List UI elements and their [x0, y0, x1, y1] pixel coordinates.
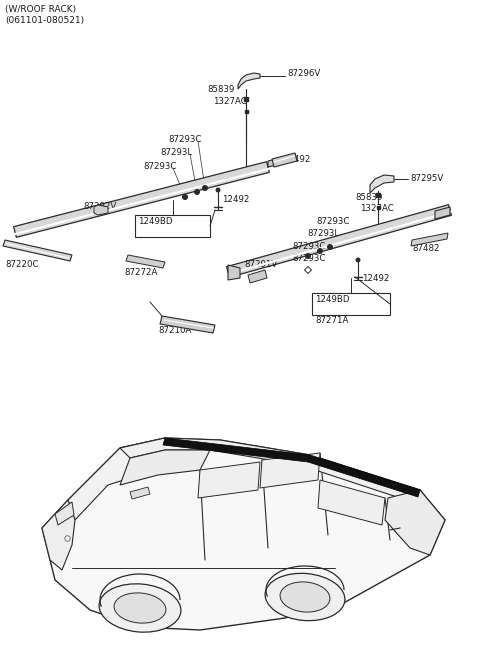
Bar [244, 110, 248, 112]
Text: 1327AC: 1327AC [213, 97, 247, 106]
Polygon shape [13, 161, 269, 237]
Text: 87291V: 87291V [244, 260, 277, 269]
Polygon shape [411, 233, 448, 246]
Polygon shape [55, 502, 74, 525]
Bar [244, 97, 248, 101]
Polygon shape [435, 207, 450, 219]
Ellipse shape [114, 593, 166, 623]
Text: 87293C: 87293C [292, 254, 325, 263]
Polygon shape [3, 240, 72, 261]
Text: (W/ROOF RACK): (W/ROOF RACK) [5, 5, 76, 14]
Text: 87296V: 87296V [287, 69, 320, 78]
Polygon shape [268, 158, 280, 167]
Circle shape [327, 245, 333, 249]
Text: (061101-080521): (061101-080521) [5, 16, 84, 25]
Circle shape [216, 188, 220, 192]
Bar [376, 205, 380, 209]
Bar [135, 215, 210, 237]
Polygon shape [370, 175, 394, 193]
Circle shape [356, 258, 360, 262]
Polygon shape [163, 438, 310, 462]
Circle shape [317, 249, 323, 253]
Bar [312, 293, 390, 315]
Text: 87492: 87492 [283, 155, 311, 164]
Text: 87293C: 87293C [143, 162, 176, 171]
Text: 87293L: 87293L [160, 148, 192, 157]
Polygon shape [248, 270, 267, 283]
Polygon shape [42, 500, 75, 570]
Text: 87293C: 87293C [168, 135, 202, 144]
Text: 87271A: 87271A [315, 316, 348, 325]
Text: 12492: 12492 [362, 274, 389, 283]
Text: 12492: 12492 [222, 195, 250, 204]
Text: 1249BD: 1249BD [315, 295, 349, 304]
Polygon shape [318, 480, 385, 525]
Polygon shape [160, 316, 215, 333]
Polygon shape [94, 205, 108, 215]
Polygon shape [120, 450, 210, 485]
Ellipse shape [265, 573, 345, 621]
Text: 85839: 85839 [207, 85, 234, 94]
Polygon shape [238, 73, 260, 89]
Bar [376, 194, 380, 197]
Ellipse shape [280, 582, 330, 612]
Text: 87293C: 87293C [292, 242, 325, 251]
Polygon shape [260, 453, 320, 488]
Text: 87293L: 87293L [307, 229, 339, 238]
Polygon shape [68, 438, 165, 520]
Polygon shape [120, 438, 420, 498]
Polygon shape [308, 455, 420, 497]
Text: 87292V: 87292V [83, 202, 116, 211]
Ellipse shape [99, 584, 181, 632]
Polygon shape [227, 205, 452, 277]
Text: 87295V: 87295V [410, 174, 443, 183]
Polygon shape [385, 490, 445, 555]
Text: 87482: 87482 [412, 244, 440, 253]
Text: 1249BD: 1249BD [138, 217, 172, 226]
Polygon shape [198, 462, 260, 498]
Polygon shape [304, 266, 312, 274]
Text: 1327AC: 1327AC [360, 204, 394, 213]
Polygon shape [272, 153, 297, 167]
Text: 87293C: 87293C [316, 217, 349, 226]
Circle shape [203, 186, 207, 190]
Text: 87220C: 87220C [5, 260, 38, 269]
Polygon shape [130, 487, 150, 499]
Polygon shape [228, 265, 240, 280]
Text: 85839: 85839 [355, 193, 383, 202]
Text: 87272A: 87272A [124, 268, 157, 277]
Circle shape [182, 194, 188, 199]
Circle shape [194, 190, 200, 194]
Circle shape [305, 253, 311, 258]
Text: 87210A: 87210A [158, 326, 192, 335]
Polygon shape [126, 255, 165, 268]
Polygon shape [42, 438, 445, 630]
